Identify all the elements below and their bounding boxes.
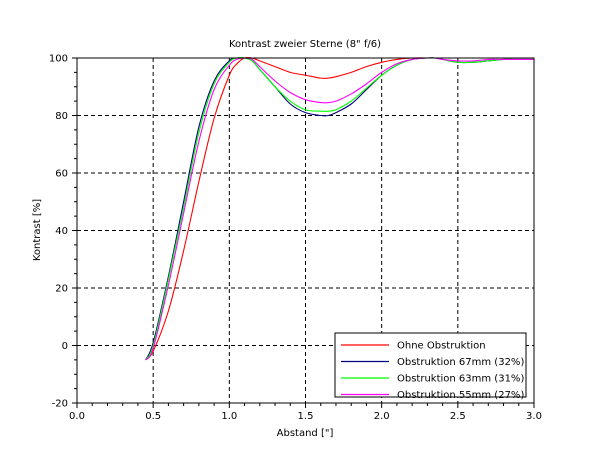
legend-entry-1: Ohne Obstruktion [397, 341, 486, 352]
y-tick-label: 20 [55, 284, 68, 295]
x-tick-label: 1.5 [298, 411, 314, 422]
y-tick-label: 40 [55, 226, 68, 237]
x-axis-label: Abstand ["] [277, 428, 334, 439]
legend: Ohne Obstruktion Obstruktion 67mm (32%) Ob… [334, 332, 527, 401]
x-tick-label: 2.5 [450, 411, 466, 422]
x-tick-label: 0.0 [69, 411, 85, 422]
y-tick-label: -20 [52, 399, 68, 410]
x-tick-label: 3.0 [526, 411, 542, 422]
y-tick-label: 80 [55, 111, 68, 122]
legend-entry-2: Obstruktion 67mm (32%) [397, 357, 524, 368]
x-tick-label: 0.5 [145, 411, 161, 422]
y-tick-label: 0 [62, 341, 68, 352]
axis-ticks [72, 57, 535, 408]
y-tick-label: 100 [49, 54, 68, 65]
x-tick-labels: 0.0 0.5 1.0 1.5 2.0 2.5 3.0 [69, 411, 542, 422]
y-axis-label: Kontrast [%] [32, 199, 43, 261]
y-tick-label: 60 [55, 169, 68, 180]
series-line-4 [145, 57, 534, 361]
series-line-3 [145, 57, 534, 361]
legend-entry-3: Obstruktion 63mm (31%) [397, 374, 524, 385]
y-tick-labels: -20 0 20 40 60 80 100 [49, 54, 68, 410]
legend-box [334, 332, 527, 398]
x-tick-label: 1.0 [221, 411, 237, 422]
chart-title: Kontrast zweier Sterne (8" f/6) [229, 39, 381, 50]
x-tick-label: 2.0 [374, 411, 390, 422]
legend-entry-4: Obstruktion 55mm (27%) [397, 390, 524, 401]
